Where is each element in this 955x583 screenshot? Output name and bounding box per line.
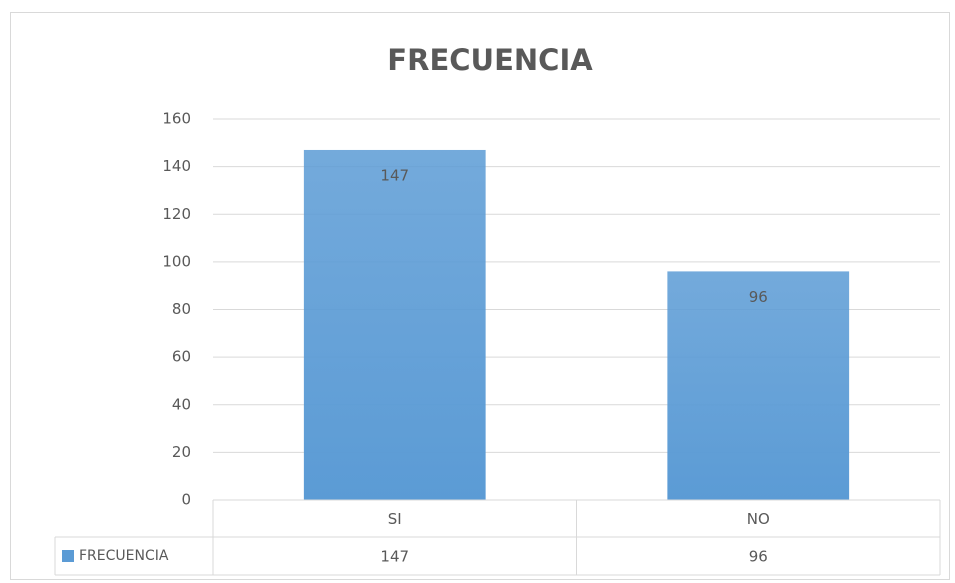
bar-group bbox=[303, 149, 486, 501]
legend-label: FRECUENCIA bbox=[79, 548, 169, 564]
data-label: 147 bbox=[380, 166, 409, 184]
y-tick-label: 120 bbox=[162, 205, 191, 223]
table-value: 96 bbox=[749, 548, 768, 566]
legend-key bbox=[62, 550, 74, 562]
bar-group bbox=[667, 271, 850, 500]
x-tick-label: NO bbox=[747, 510, 770, 528]
bar bbox=[303, 149, 486, 501]
data-label: 96 bbox=[749, 288, 768, 306]
table-value: 147 bbox=[380, 548, 409, 566]
y-tick-label: 40 bbox=[172, 395, 191, 413]
y-tick-label: 60 bbox=[172, 348, 191, 366]
y-tick-label: 100 bbox=[162, 252, 191, 270]
y-tick-label: 80 bbox=[172, 300, 191, 318]
y-tick-label: 140 bbox=[162, 157, 191, 175]
y-tick-label: 160 bbox=[162, 110, 191, 128]
y-tick-label: 20 bbox=[172, 443, 191, 461]
x-tick-label: SI bbox=[388, 510, 402, 528]
chart-title: FRECUENCIA bbox=[387, 43, 593, 77]
y-tick-label: 0 bbox=[181, 491, 191, 509]
bar bbox=[667, 271, 850, 500]
